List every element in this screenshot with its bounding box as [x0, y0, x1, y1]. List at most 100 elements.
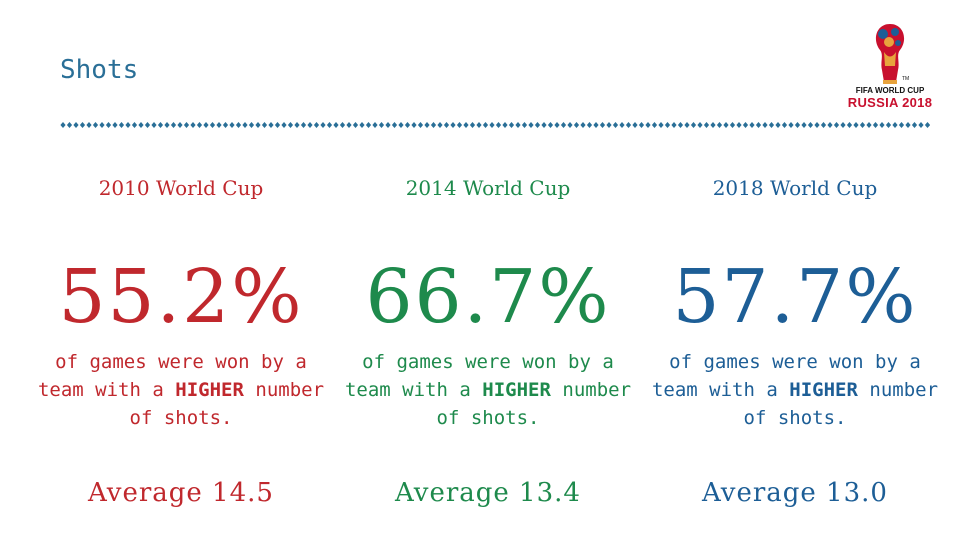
divider-dot [365, 122, 372, 128]
column-description: of games were won by a team with a HIGHE… [650, 348, 940, 432]
divider-dot [112, 122, 118, 128]
divider-dot [833, 122, 840, 128]
divider-dot [476, 122, 482, 128]
divider-dot [216, 122, 222, 128]
divider-dot [846, 122, 853, 128]
divider-dot [911, 122, 918, 128]
divider-dot [794, 122, 801, 128]
divider-dot [554, 122, 560, 128]
divider-dot [86, 122, 92, 128]
divider-dot [326, 122, 333, 128]
divider-dot [918, 122, 924, 128]
divider-dot [190, 122, 196, 128]
divider-dot [534, 122, 541, 128]
divider-dot [242, 122, 248, 128]
divider-dot [775, 122, 781, 128]
divider-dot [66, 122, 73, 128]
divider-dot [398, 122, 404, 128]
stat-column-2010: 2010 World Cup 55.2% of games were won b… [31, 176, 331, 508]
divider-dot [599, 122, 606, 128]
divider-dot [567, 122, 573, 128]
divider-dot [157, 122, 164, 128]
column-percent: 55.2% [58, 254, 304, 340]
divider-dot [872, 122, 879, 128]
stat-column-2018: 2018 World Cup 57.7% of games were won b… [645, 176, 945, 508]
divider-dot [697, 122, 703, 128]
divider-dot [73, 122, 79, 128]
divider-dot [411, 122, 417, 128]
divider-dot [768, 122, 775, 128]
divider-dot [515, 122, 521, 128]
divider-dot [807, 122, 814, 128]
divider-dot [450, 122, 456, 128]
divider-dot [898, 122, 905, 128]
divider-dot [300, 122, 307, 128]
divider-dot [606, 122, 612, 128]
divider-dot [404, 122, 411, 128]
divider-dot [307, 122, 313, 128]
divider-dot [866, 122, 872, 128]
divider-dot [781, 122, 788, 128]
divider-dot [151, 122, 157, 128]
divider-dot [79, 122, 86, 128]
divider-dot [268, 122, 274, 128]
divider-dot [372, 122, 378, 128]
divider-dot [229, 122, 235, 128]
divider-dot [125, 122, 131, 128]
divider-dot [645, 122, 651, 128]
column-description: of games were won by a team with a HIGHE… [343, 348, 633, 432]
divider-dot [222, 122, 229, 128]
divider-dot [892, 122, 898, 128]
divider-dot [827, 122, 833, 128]
divider-dot [261, 122, 268, 128]
desc-emphasis: HIGHER [175, 379, 244, 401]
trophy-emblem-icon: TM [875, 24, 909, 84]
divider-dot [502, 122, 508, 128]
divider-dot [417, 122, 424, 128]
divider-dot [580, 122, 586, 128]
divider-dot [489, 122, 495, 128]
divider-dot [664, 122, 671, 128]
divider-dot [359, 122, 365, 128]
divider-dot [99, 122, 105, 128]
divider-dot [612, 122, 619, 128]
divider-dot [320, 122, 326, 128]
divider-dot [625, 122, 632, 128]
divider-dot [105, 122, 112, 128]
divider-dot [814, 122, 820, 128]
divider-dot [248, 122, 255, 128]
divider-dot [703, 122, 710, 128]
divider-dot [287, 122, 294, 128]
divider-dot [352, 122, 359, 128]
divider-dot [437, 122, 443, 128]
divider-dot [391, 122, 398, 128]
desc-suffix: number of shots. [436, 379, 632, 429]
divider-dot [235, 122, 242, 128]
divider-dot [482, 122, 489, 128]
divider-dot [339, 122, 346, 128]
divider-dot [820, 122, 827, 128]
divider-dot [294, 122, 300, 128]
desc-prefix: of games were won by a team with a [651, 351, 921, 401]
divider-dot [593, 122, 599, 128]
divider-dot [183, 122, 190, 128]
divider-dot [138, 122, 144, 128]
divider-dot [716, 122, 723, 128]
divider-dot [885, 122, 892, 128]
divider-dot [710, 122, 716, 128]
dotted-divider [60, 122, 930, 128]
divider-dot [196, 122, 203, 128]
divider-dot [541, 122, 547, 128]
divider-dot [521, 122, 528, 128]
divider-dot [385, 122, 391, 128]
divider-dot [177, 122, 183, 128]
desc-emphasis: HIGHER [482, 379, 551, 401]
column-average: Average 13.4 [395, 478, 581, 508]
divider-dot [677, 122, 684, 128]
divider-dot [755, 122, 762, 128]
divider-dot [209, 122, 216, 128]
divider-dot [859, 122, 866, 128]
divider-dot [762, 122, 768, 128]
stat-column-2014: 2014 World Cup 66.7% of games were won b… [338, 176, 638, 508]
divider-dot [638, 122, 645, 128]
